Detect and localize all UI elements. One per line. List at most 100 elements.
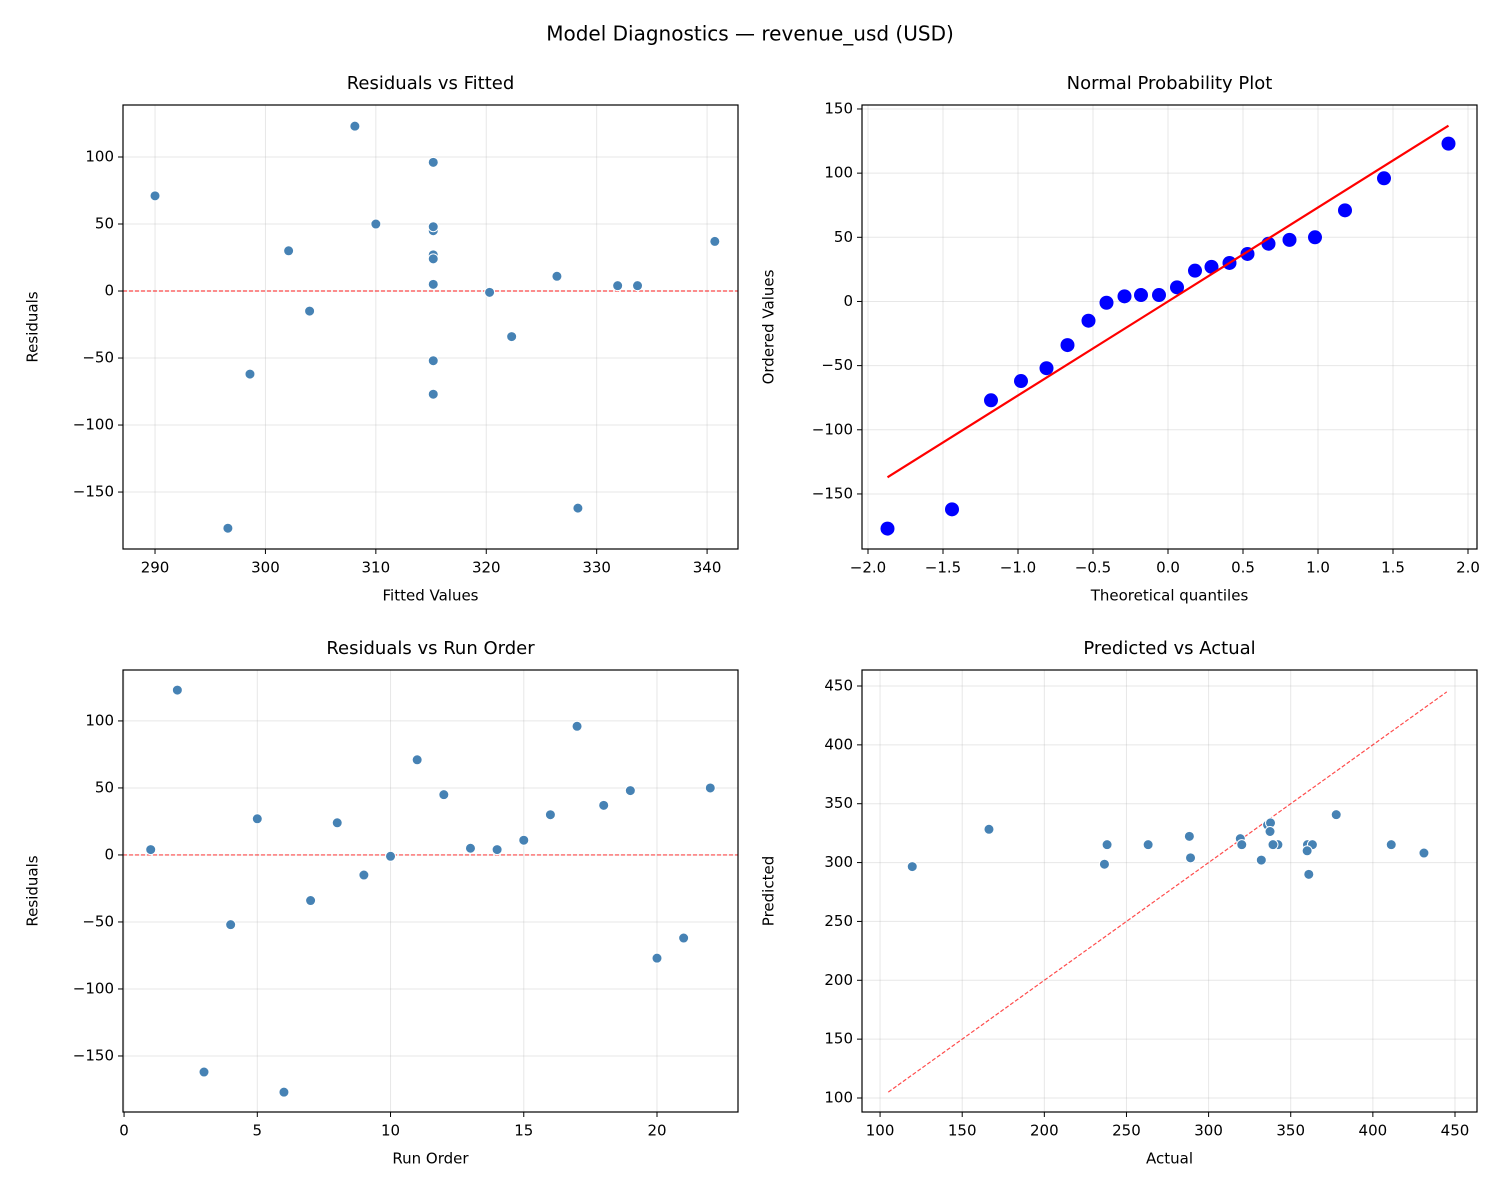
y-tick-label: 0 — [843, 292, 853, 310]
x-tick-label: 5 — [253, 1122, 263, 1140]
data-point — [225, 919, 237, 931]
data-point — [427, 156, 439, 168]
x-tick-label: 2.0 — [1456, 559, 1480, 577]
y-tick-label: 200 — [824, 971, 853, 989]
x-tick-label: 290 — [141, 559, 170, 577]
axes-frame — [861, 104, 1478, 550]
y-tick-label: −100 — [812, 420, 853, 438]
data-point — [1255, 854, 1267, 866]
data-point — [571, 720, 583, 732]
x-axis-label: Theoretical quantiles — [1090, 587, 1249, 605]
data-point — [1188, 263, 1202, 278]
x-tick-label: 10 — [381, 1122, 400, 1140]
y-tick-label: 50 — [95, 778, 114, 796]
y-axis-label: Residuals — [24, 291, 42, 362]
data-point — [1303, 868, 1315, 880]
data-point — [598, 799, 610, 811]
data-point — [651, 952, 663, 964]
subplot: 0 5 10 15 20 −150 −100 −50 0 50 100 Residuals vs Ru… — [24, 638, 739, 1168]
data-point — [1385, 839, 1397, 851]
axes-frame — [861, 669, 1478, 1113]
subplot-title: Normal Probability Plot — [1067, 73, 1273, 94]
data-point — [283, 245, 295, 257]
data-point — [945, 502, 959, 517]
axes-frame — [122, 104, 739, 550]
y-tick-label: −50 — [82, 349, 114, 367]
x-tick-label: −2.0 — [850, 559, 886, 577]
data-point — [149, 190, 161, 202]
y-tick-label: 450 — [824, 677, 853, 695]
data-point — [244, 368, 256, 380]
data-point — [709, 235, 721, 247]
y-tick-label: 400 — [824, 735, 853, 753]
y-tick-label: 100 — [85, 147, 114, 165]
x-tick-label: 15 — [514, 1122, 533, 1140]
x-axis-label: Fitted Values — [383, 587, 479, 605]
x-tick-label: 20 — [647, 1122, 666, 1140]
data-point — [427, 355, 439, 367]
data-point — [632, 280, 644, 292]
y-tick-label: 0 — [104, 845, 114, 863]
data-point — [1098, 858, 1110, 870]
x-tick-label: 330 — [582, 559, 611, 577]
data-point — [1060, 338, 1075, 353]
y-tick-label: 50 — [834, 228, 853, 246]
y-tick-label: 100 — [824, 1088, 853, 1106]
data-point — [1308, 230, 1322, 245]
data-point — [411, 754, 423, 766]
y-tick-label: 350 — [824, 794, 853, 812]
data-point — [1081, 313, 1096, 328]
subplot: −2.0 −1.5 −1.0 −0.5 0.0 0.5 1.0 1.5 2.0 −150 −100 −… — [760, 73, 1480, 605]
x-tick-label: 1.0 — [1306, 559, 1330, 577]
data-point — [251, 813, 263, 825]
data-point — [1236, 839, 1248, 851]
data-point — [385, 850, 397, 862]
x-tick-label: 400 — [1359, 1122, 1388, 1140]
x-tick-label: 350 — [1276, 1122, 1305, 1140]
y-tick-label: 300 — [824, 853, 853, 871]
data-point — [1204, 259, 1219, 274]
data-point — [1267, 839, 1279, 851]
data-point — [983, 823, 995, 835]
data-point — [198, 1066, 210, 1078]
data-point — [349, 120, 361, 132]
x-tick-label: −1.5 — [925, 559, 961, 577]
reference-line — [887, 691, 1448, 1093]
data-point — [491, 844, 503, 856]
x-tick-label: 0.5 — [1231, 559, 1255, 577]
data-point — [572, 502, 584, 514]
x-tick-label: −1.0 — [1000, 559, 1036, 577]
data-point — [518, 834, 530, 846]
data-point — [427, 388, 439, 400]
x-tick-label: 300 — [1194, 1122, 1223, 1140]
y-tick-label: 0 — [104, 282, 114, 300]
y-tick-label: 150 — [824, 1030, 853, 1048]
data-point — [305, 895, 317, 907]
data-point — [278, 1086, 290, 1098]
y-tick-label: 250 — [824, 912, 853, 930]
axes-frame — [122, 669, 739, 1113]
data-point — [171, 684, 183, 696]
x-tick-label: 250 — [1112, 1122, 1141, 1140]
figure-title: Model Diagnostics — revenue_usd (USD) — [546, 22, 954, 46]
y-tick-label: −150 — [73, 483, 114, 501]
data-point — [984, 393, 998, 408]
x-tick-label: 100 — [866, 1122, 895, 1140]
data-point — [1338, 203, 1352, 218]
data-point — [880, 521, 895, 536]
data-point — [1377, 171, 1391, 186]
data-point — [484, 286, 496, 298]
data-point — [145, 844, 157, 856]
y-tick-label: 50 — [95, 215, 114, 233]
x-axis-label: Actual — [1146, 1150, 1193, 1168]
y-tick-label: 100 — [824, 164, 853, 182]
y-tick-label: 100 — [85, 711, 114, 729]
data-point — [427, 253, 439, 265]
data-point — [1282, 232, 1297, 247]
data-point — [1142, 839, 1154, 851]
x-tick-label: 0.0 — [1156, 559, 1180, 577]
data-point — [1117, 289, 1132, 304]
data-point — [427, 221, 439, 233]
x-tick-label: −0.5 — [1075, 559, 1111, 577]
